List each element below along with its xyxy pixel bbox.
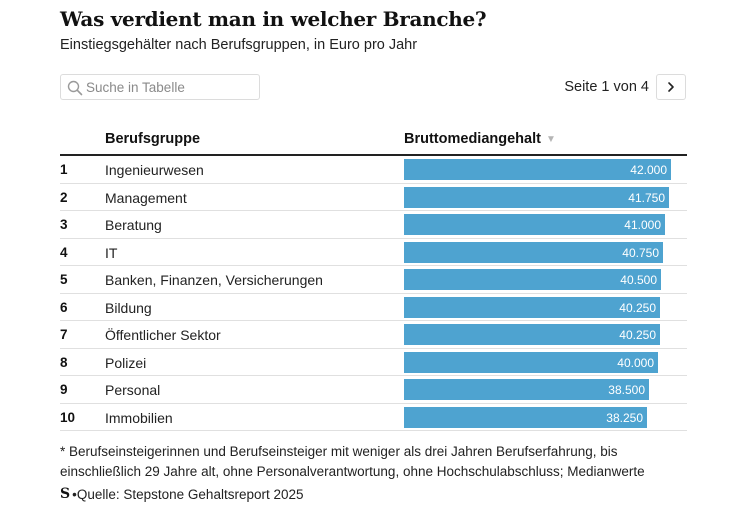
search-input[interactable] [86,78,256,96]
row-rank: 10 [60,409,76,425]
salary-bar: 42.000 [404,159,671,180]
row-berufsgruppe: IT [105,244,118,261]
salary-bar: 38.500 [404,379,649,400]
table-body: 1 Ingenieurwesen 42.000 2 Management 41.750 3 B… [60,156,687,431]
salary-value-label: 40.250 [619,300,656,315]
salary-value-label: 41.750 [628,190,665,205]
table-row: 7 Öffentlicher Sektor 40.250 [60,321,687,349]
salary-bar: 41.750 [404,186,669,208]
salary-bar: 41.000 [404,214,665,235]
row-rank: 7 [60,327,68,342]
row-berufsgruppe: Ingenieurwesen [105,162,204,178]
source-line: S •Quelle: Stepstone Gehaltsreport 2025 [60,486,304,502]
salary-value-label: 38.500 [608,383,645,397]
table-row: 4 IT 40.750 [60,239,687,266]
row-rank: 5 [60,272,68,287]
row-berufsgruppe: Bildung [105,299,152,316]
salary-bar: 40.750 [404,241,663,263]
header-divider [60,154,687,156]
row-berufsgruppe: Banken, Finanzen, Versicherungen [105,272,323,288]
column-header-berufsgruppe[interactable]: Berufsgruppe [105,131,201,147]
footnote: * Berufseinsteigerinnen und Berufseinste… [60,444,645,479]
row-berufsgruppe: Management [105,189,187,206]
row-rank: 2 [60,189,68,205]
salary-value-label: 38.250 [606,410,643,425]
salary-value-label: 40.250 [619,328,656,342]
salary-bar: 40.500 [404,269,661,290]
salary-bar: 40.000 [404,351,658,373]
salary-value-label: 41.000 [624,218,661,232]
row-rank: 3 [60,217,68,232]
row-rank: 1 [60,162,68,177]
table-row: 1 Ingenieurwesen 42.000 [60,156,687,184]
table-row: 8 Polizei 40.000 [60,349,687,376]
row-rank: 4 [60,244,68,260]
table-row: 10 Immobilien 38.250 [60,404,687,431]
row-berufsgruppe: Öffentlicher Sektor [105,327,221,343]
column-header-bruttomediangehalt[interactable]: Bruttomediangehalt ▼ [404,131,556,147]
salary-value-label: 40.750 [622,245,659,260]
salary-value-label: 42.000 [630,163,667,177]
salary-bar: 40.250 [404,296,660,318]
sort-descending-icon[interactable]: ▼ [545,134,556,145]
table-row: 6 Bildung 40.250 [60,294,687,321]
row-rank: 8 [60,354,68,370]
column-header-label: Bruttomediangehalt [404,131,541,147]
row-berufsgruppe: Polizei [105,354,147,371]
salary-value-label: 40.500 [620,273,657,287]
row-rank: 6 [60,299,68,315]
search-icon [67,80,83,96]
row-berufsgruppe: Personal [105,382,161,398]
table-row: 2 Management 41.750 [60,184,687,211]
table-row: 3 Beratung 41.000 [60,211,687,239]
chart-title: Was verdient man in welcher Branche? [60,7,487,31]
table-row: 9 Personal 38.500 [60,376,687,404]
chevron-right-icon [668,82,674,92]
source-text: •Quelle: Stepstone Gehaltsreport 2025 [72,486,304,502]
next-page-button[interactable] [656,74,686,100]
salary-bar: 38.250 [404,406,647,428]
chart-subtitle: Einstiegsgehälter nach Berufsgruppen, in… [60,37,418,53]
page-indicator: Seite 1 von 4 [564,79,649,95]
row-berufsgruppe: Immobilien [105,409,173,426]
salary-value-label: 40.000 [617,355,654,370]
row-berufsgruppe: Beratung [105,217,162,233]
salary-bar: 40.250 [404,324,660,345]
table-row: 5 Banken, Finanzen, Versicherungen 40.500 [60,266,687,294]
publisher-logo: S [60,486,71,502]
table-search[interactable] [60,74,260,100]
row-rank: 9 [60,382,68,397]
